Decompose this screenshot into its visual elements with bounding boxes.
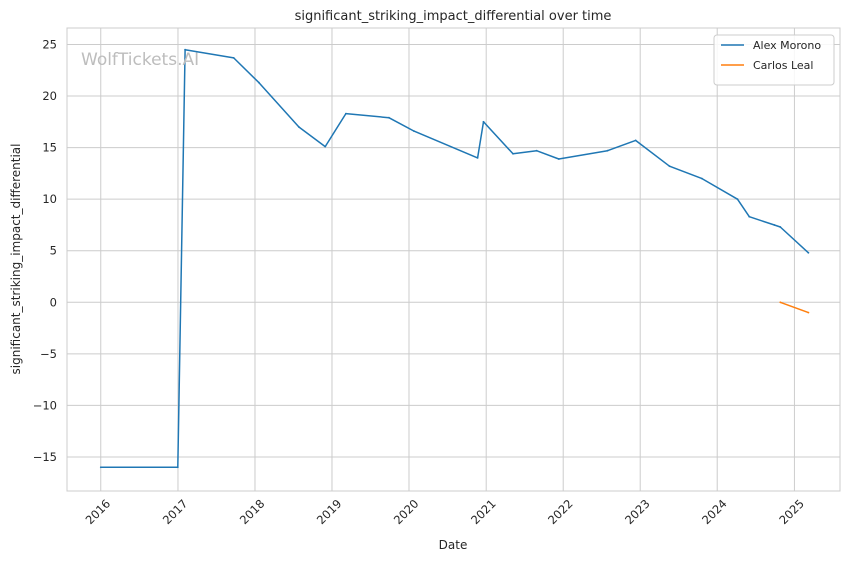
series-layer	[99, 48, 810, 469]
data-point	[413, 130, 415, 133]
x-tick-label: 2016	[83, 497, 114, 528]
legend-label: Carlos Leal	[753, 59, 813, 72]
grid	[67, 28, 840, 491]
x-tick-label: 2024	[699, 497, 730, 528]
data-point	[779, 226, 782, 228]
data-point	[736, 198, 739, 201]
data-point	[258, 81, 260, 84]
data-point	[388, 116, 390, 119]
data-point	[535, 149, 538, 152]
series-line-2	[780, 301, 809, 314]
data-point	[476, 157, 479, 159]
data-point	[773, 224, 776, 226]
data-point	[232, 57, 235, 59]
y-axis-ticks: −15 −10 −5 0 5 10 15 20 25	[33, 37, 57, 463]
x-axis-label: Date	[439, 538, 468, 552]
plot-frame	[66, 27, 841, 492]
y-tick-label: −10	[33, 398, 57, 412]
data-point	[512, 152, 514, 155]
data-point	[482, 120, 485, 123]
legend: Alex Morono Carlos Leal	[713, 34, 835, 86]
x-axis-ticks: 2016 2017 2018 2019 2020 2021 2022 2023 2024 2025	[83, 497, 807, 528]
data-point	[701, 177, 703, 180]
data-point	[807, 251, 810, 254]
data-point	[176, 466, 179, 469]
series-line-1	[100, 48, 809, 469]
y-tick-label: 25	[42, 37, 57, 51]
data-point	[557, 158, 560, 160]
data-point	[324, 145, 327, 148]
x-tick-label: 2020	[391, 497, 422, 528]
x-tick-label: 2022	[545, 497, 576, 528]
data-point	[606, 149, 609, 152]
data-point	[298, 126, 300, 128]
watermark-text: WolfTickets.AI	[81, 50, 199, 70]
data-point	[779, 301, 782, 304]
y-tick-label: −5	[40, 347, 57, 361]
y-tick-label: 5	[50, 244, 57, 258]
data-point	[668, 165, 671, 168]
x-tick-label: 2025	[776, 497, 807, 528]
legend-box	[713, 34, 835, 86]
y-tick-label: 15	[42, 141, 57, 155]
data-point	[345, 112, 347, 115]
x-tick-label: 2021	[468, 497, 499, 528]
y-tick-label: 0	[50, 295, 57, 309]
x-tick-label: 2019	[314, 497, 345, 528]
data-point	[99, 466, 102, 469]
data-point	[184, 48, 187, 51]
y-axis-label: significant_striking_impact_differential	[9, 144, 23, 375]
x-tick-label: 2023	[622, 497, 653, 528]
data-point	[748, 215, 751, 218]
y-tick-label: −15	[33, 450, 57, 464]
data-point	[807, 311, 810, 314]
chart-title: significant_striking_impact_differential…	[295, 9, 612, 24]
x-tick-label: 2018	[237, 497, 268, 528]
y-tick-label: 10	[42, 192, 57, 206]
y-tick-label: 20	[42, 89, 57, 103]
legend-label: Alex Morono	[753, 39, 821, 52]
x-tick-label: 2017	[160, 497, 191, 528]
data-point	[634, 139, 637, 142]
